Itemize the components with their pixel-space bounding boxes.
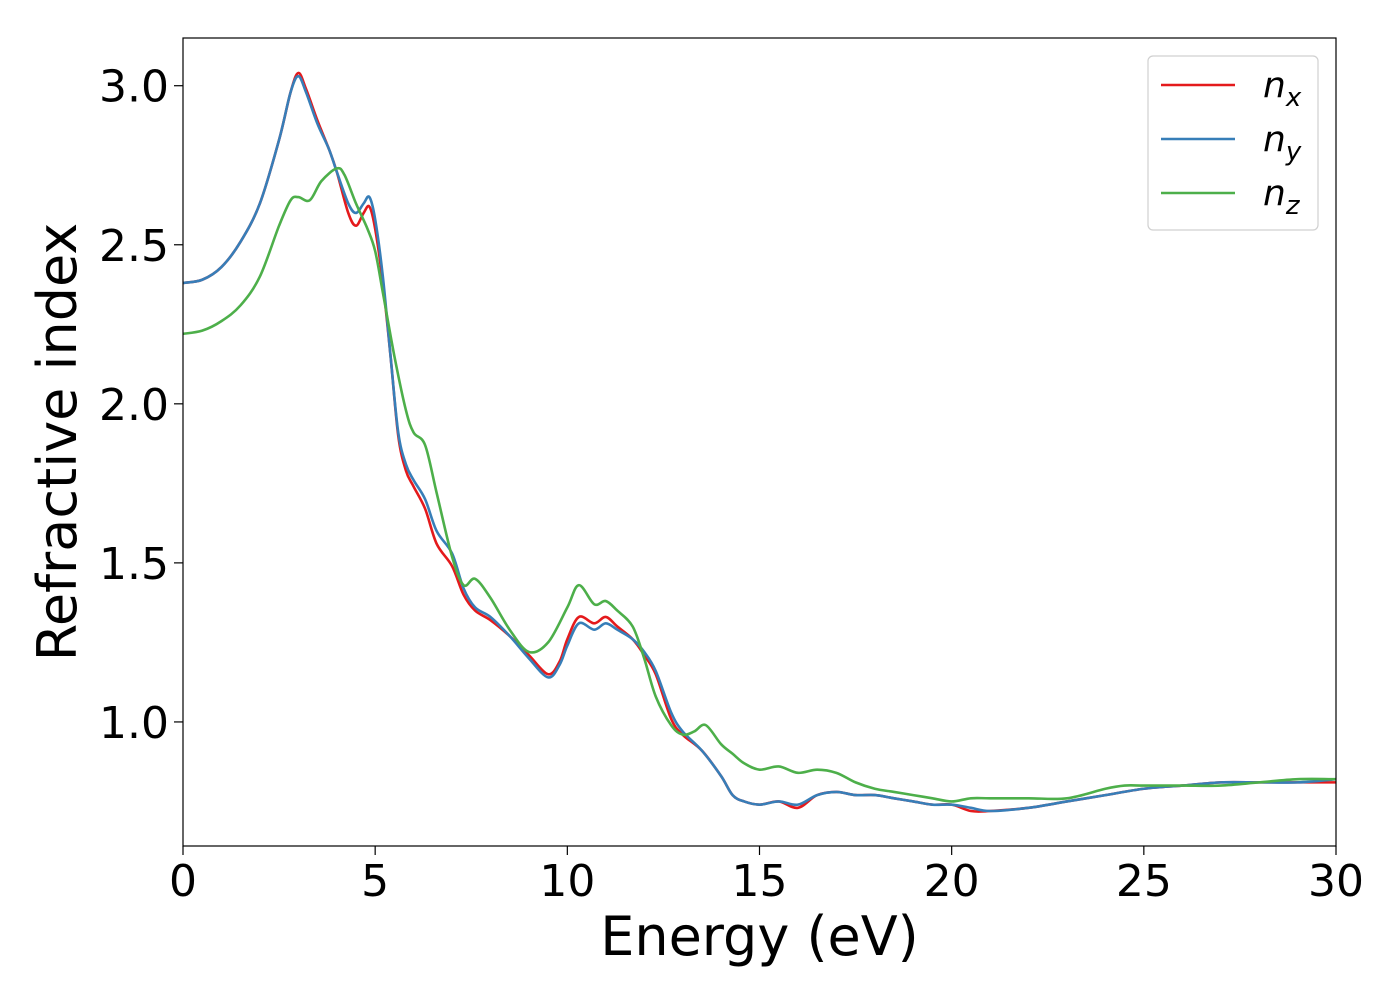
x-axis-ticks: 0 5 10 15 20 25 30 — [169, 846, 1364, 907]
y-tick-label: 2.0 — [99, 380, 169, 431]
y-axis-ticks: 1.0 1.5 2.0 2.5 3.0 — [99, 62, 183, 749]
legend-box — [1147, 55, 1319, 231]
x-tick-label: 20 — [924, 856, 980, 907]
x-tick-label: 15 — [732, 856, 788, 907]
series-line-y — [183, 74, 1336, 813]
x-tick-label: 25 — [1116, 856, 1172, 907]
series-layer — [183, 71, 1336, 813]
legend-label-z: nz — [1263, 173, 1301, 221]
y-tick-label: 1.5 — [99, 539, 169, 590]
legend: nx ny nz — [1147, 55, 1319, 231]
x-tick-label: 30 — [1308, 856, 1364, 907]
y-tick-label: 2.5 — [99, 221, 169, 272]
y-tick-label: 3.0 — [99, 62, 169, 113]
x-axis-label: Energy (eV) — [600, 905, 919, 968]
legend-label-x: nx — [1263, 65, 1302, 113]
y-tick-label: 1.0 — [99, 698, 169, 749]
x-tick-label: 5 — [361, 856, 389, 907]
x-tick-label: 0 — [169, 856, 197, 907]
legend-label-y: ny — [1263, 119, 1302, 167]
y-axis-label: Refractive index — [26, 223, 89, 662]
x-tick-label: 10 — [539, 856, 595, 907]
series-line-z — [183, 166, 1336, 803]
